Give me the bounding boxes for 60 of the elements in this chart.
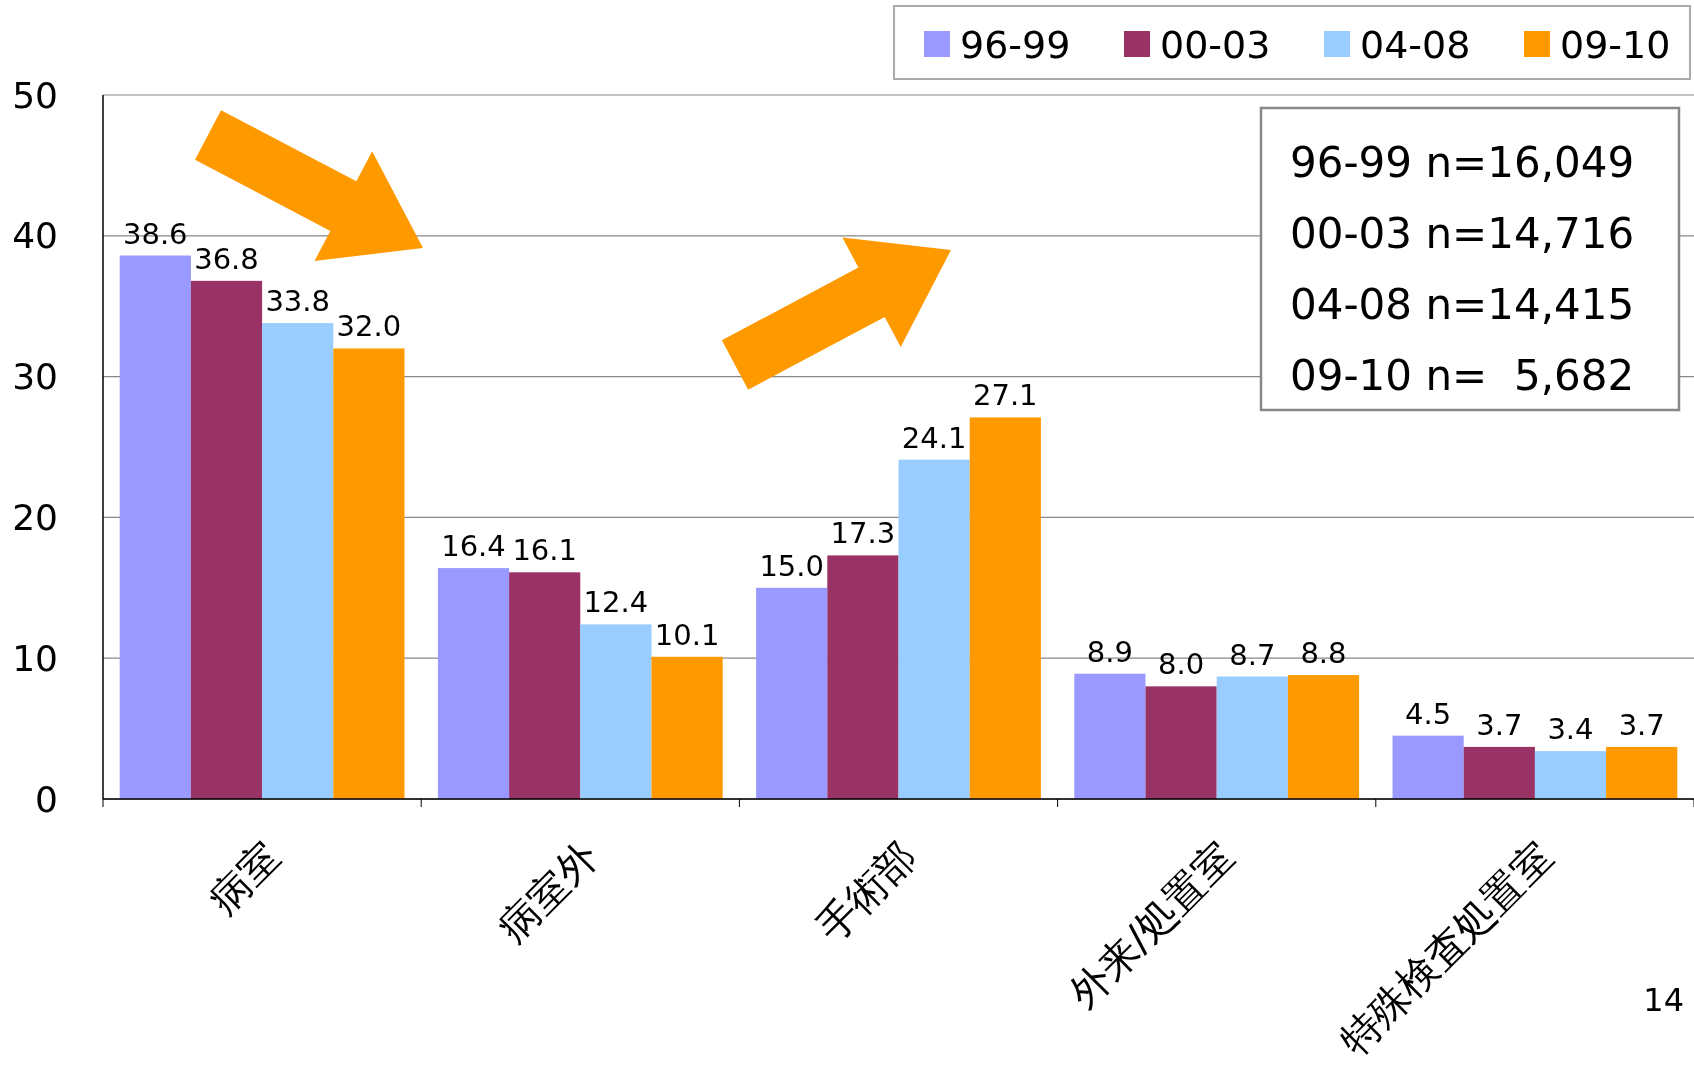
bar [1392,735,1464,799]
bar [651,656,723,799]
bar [333,348,405,799]
bar [1606,746,1678,799]
bar [1216,676,1288,799]
y-tick-label: 20 [12,496,58,538]
text: 14 [1643,981,1684,1019]
bar [119,255,191,799]
data-label: 32.0 [336,309,402,344]
data-label: 8.0 [1158,647,1205,682]
legend-label: 96-99 [960,23,1071,67]
data-label: 17.3 [830,516,896,551]
data-label: 8.7 [1229,637,1276,672]
data-label: 38.6 [123,216,188,251]
bar [1145,686,1217,799]
legend-label: 09-10 [1560,23,1671,67]
y-tick-label: 0 [35,778,58,820]
bar [437,568,510,799]
bar [1074,673,1146,799]
y-tick-label: 40 [12,215,58,257]
data-label: 8.9 [1086,634,1133,669]
data-label: 3.7 [1476,707,1523,742]
data-label: 16.4 [441,529,506,564]
data-label: 36.8 [194,241,259,276]
data-label: 12.4 [583,585,649,620]
annotation: 09-10 n= 5,682 [1290,350,1635,400]
bar [1463,746,1535,799]
annotation: 00-03 n=14,716 [1290,208,1635,258]
data-label: 16.1 [512,533,577,568]
data-label: 3.4 [1547,712,1594,747]
bar [1534,751,1607,799]
data-label: 15.0 [759,548,824,583]
bar [190,280,263,799]
y-tick-label: 30 [12,356,58,398]
x-tick-label: 外来/処置室 [1059,832,1244,1017]
y-tick-label: 50 [12,74,58,116]
data-label: 8.8 [1300,636,1347,671]
x-tick-label: 特殊検査処置室 [1330,832,1562,1064]
x-tick-label: 病室外 [489,832,607,951]
bar [827,555,899,799]
data-label: 4.5 [1405,696,1452,731]
bar [756,587,828,799]
annotation: 96-99 n=16,049 [1290,137,1635,187]
bar [262,323,334,799]
data-label: 33.8 [265,284,330,319]
y-tick-label: 10 [12,637,58,679]
bar [580,624,652,799]
legend-label: 04-08 [1360,23,1471,67]
x-tick-label: 病室 [199,832,289,922]
data-label: 24.1 [901,420,967,455]
bar [898,459,970,799]
data-label: 3.7 [1618,707,1665,742]
data-label: 10.1 [654,617,720,652]
x-tick-label: 手術部 [807,832,925,951]
bar [969,417,1041,799]
bar [509,572,581,799]
legend-label: 00-03 [1160,23,1271,67]
bar [1287,675,1360,799]
data-label: 27.1 [973,378,1038,413]
annotation: 04-08 n=14,415 [1290,279,1635,329]
